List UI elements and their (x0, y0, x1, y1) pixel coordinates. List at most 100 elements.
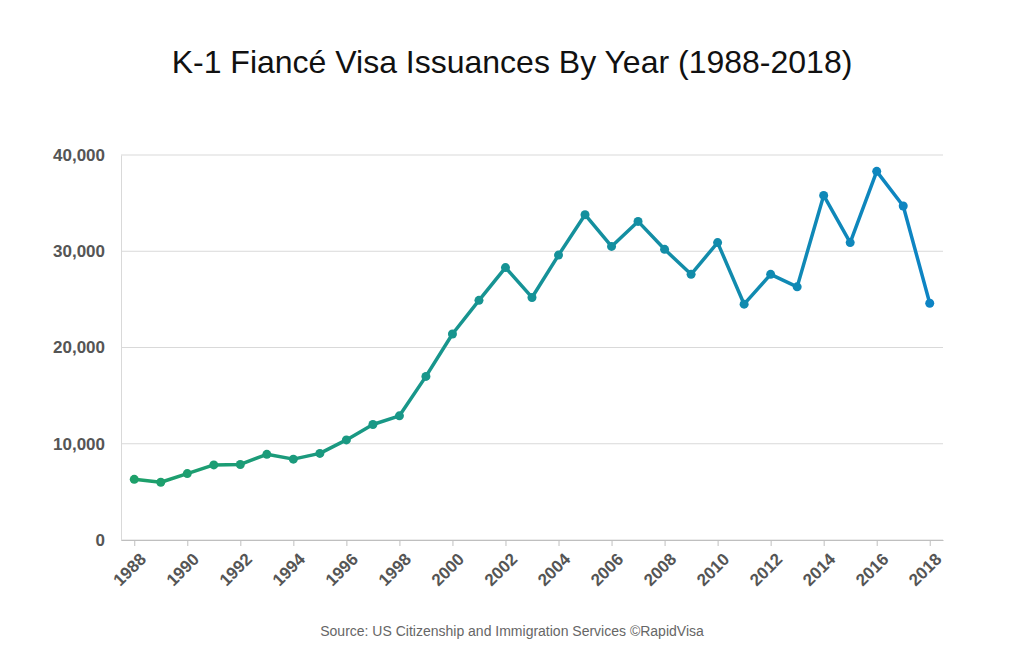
x-tick-mark (346, 540, 347, 546)
x-tick-mark (505, 540, 506, 546)
x-tick: 2006 (587, 540, 627, 590)
x-tick-mark (134, 540, 135, 546)
marker (236, 460, 245, 469)
x-tick: 1988 (110, 540, 150, 590)
x-tick-label: 1990 (163, 550, 203, 590)
x-tick-label: 2018 (905, 550, 945, 590)
x-tick-mark (399, 540, 400, 546)
y-tick-label: 10,000 (53, 435, 105, 454)
y-tick: 10,000 (53, 435, 121, 454)
x-tick-mark (293, 540, 294, 546)
marker (925, 299, 934, 308)
chart: K-1 Fiancé Visa Issuances By Year (1988-… (0, 0, 1024, 671)
x-tick: 1994 (269, 540, 310, 590)
plot-marks (130, 167, 934, 487)
x-tick: 2018 (905, 540, 945, 590)
marker (687, 270, 696, 279)
marker (342, 435, 351, 444)
marker (660, 245, 669, 254)
marker (899, 202, 908, 211)
x-tick-label: 2000 (428, 550, 468, 590)
y-tick: 20,000 (53, 338, 121, 357)
x-tick-label: 1996 (322, 550, 362, 590)
x-tick-mark (240, 540, 241, 546)
x-tick-label: 2012 (746, 550, 786, 590)
x-tick-label: 2010 (693, 550, 733, 590)
marker (130, 475, 139, 484)
x-axis: 1988 1990 1992 1994 1996 1998 2000 2002 2004 2006… (110, 540, 946, 590)
marker (713, 238, 722, 247)
y-tick: 40,000 (53, 146, 121, 165)
x-tick-mark (930, 540, 931, 546)
source: Source: US Citizenship and Immigration S… (320, 623, 704, 639)
x-tick: 1992 (216, 540, 256, 590)
y-axis-line (121, 156, 122, 541)
x-tick-label: 1994 (269, 549, 310, 590)
x-tick: 2012 (746, 540, 786, 590)
grid (121, 155, 943, 540)
x-axis-line (122, 540, 944, 541)
y-tick: 0 (96, 531, 121, 550)
x-tick-mark (824, 540, 825, 546)
x-tick-mark (559, 540, 560, 546)
x-tick: 2016 (852, 540, 892, 590)
marker (421, 372, 430, 381)
x-tick-mark (771, 540, 772, 546)
marker (315, 449, 324, 458)
marker (634, 217, 643, 226)
title: K-1 Fiancé Visa Issuances By Year (1988-… (172, 44, 853, 80)
marker (448, 330, 457, 339)
marker (368, 420, 377, 429)
x-tick-label: 2006 (587, 550, 627, 590)
marker (607, 242, 616, 251)
x-tick-mark (665, 540, 666, 546)
marker (501, 263, 510, 272)
marker (262, 450, 271, 459)
x-tick-label: 2002 (481, 550, 521, 590)
grid-line (121, 540, 943, 541)
y-tick: 30,000 (53, 242, 121, 261)
marker (395, 411, 404, 420)
x-tick: 1998 (375, 540, 415, 590)
marker (819, 191, 828, 200)
marker (474, 296, 483, 305)
marker (581, 210, 590, 219)
x-tick: 2008 (640, 540, 680, 590)
x-tick-label: 2008 (640, 550, 680, 590)
marker (872, 167, 881, 176)
y-tick-label: 0 (96, 531, 105, 550)
x-tick-label: 1988 (110, 550, 150, 590)
marker (554, 251, 563, 260)
x-tick: 1990 (163, 540, 203, 590)
marker (528, 293, 537, 302)
y-tick-label: 30,000 (53, 242, 105, 261)
x-tick-mark (612, 540, 613, 546)
marker (740, 300, 749, 309)
x-tick-mark (718, 540, 719, 546)
x-tick: 1996 (322, 540, 362, 590)
x-tick-label: 2004 (534, 549, 575, 590)
y-tick-label: 40,000 (53, 146, 105, 165)
x-tick: 2004 (534, 540, 575, 590)
marker (183, 469, 192, 478)
x-tick-label: 1992 (216, 550, 256, 590)
y-axis: 0 10,000 20,000 30,000 40,000 (53, 146, 122, 550)
marker (766, 270, 775, 279)
marker (846, 238, 855, 247)
marker (793, 282, 802, 291)
x-tick-label: 1998 (375, 550, 415, 590)
x-tick-mark (187, 540, 188, 546)
grid-line (121, 251, 943, 252)
x-tick: 2000 (428, 540, 468, 590)
x-tick-label: 2016 (852, 550, 892, 590)
grid-line (121, 347, 943, 348)
x-tick-mark (452, 540, 453, 546)
x-tick: 2014 (799, 540, 840, 590)
x-tick-mark (877, 540, 878, 546)
marker (156, 478, 165, 487)
marker (209, 460, 218, 469)
x-tick: 2010 (693, 540, 733, 590)
grid-line (121, 443, 943, 444)
grid-line (121, 155, 943, 156)
y-tick-label: 20,000 (53, 338, 105, 357)
